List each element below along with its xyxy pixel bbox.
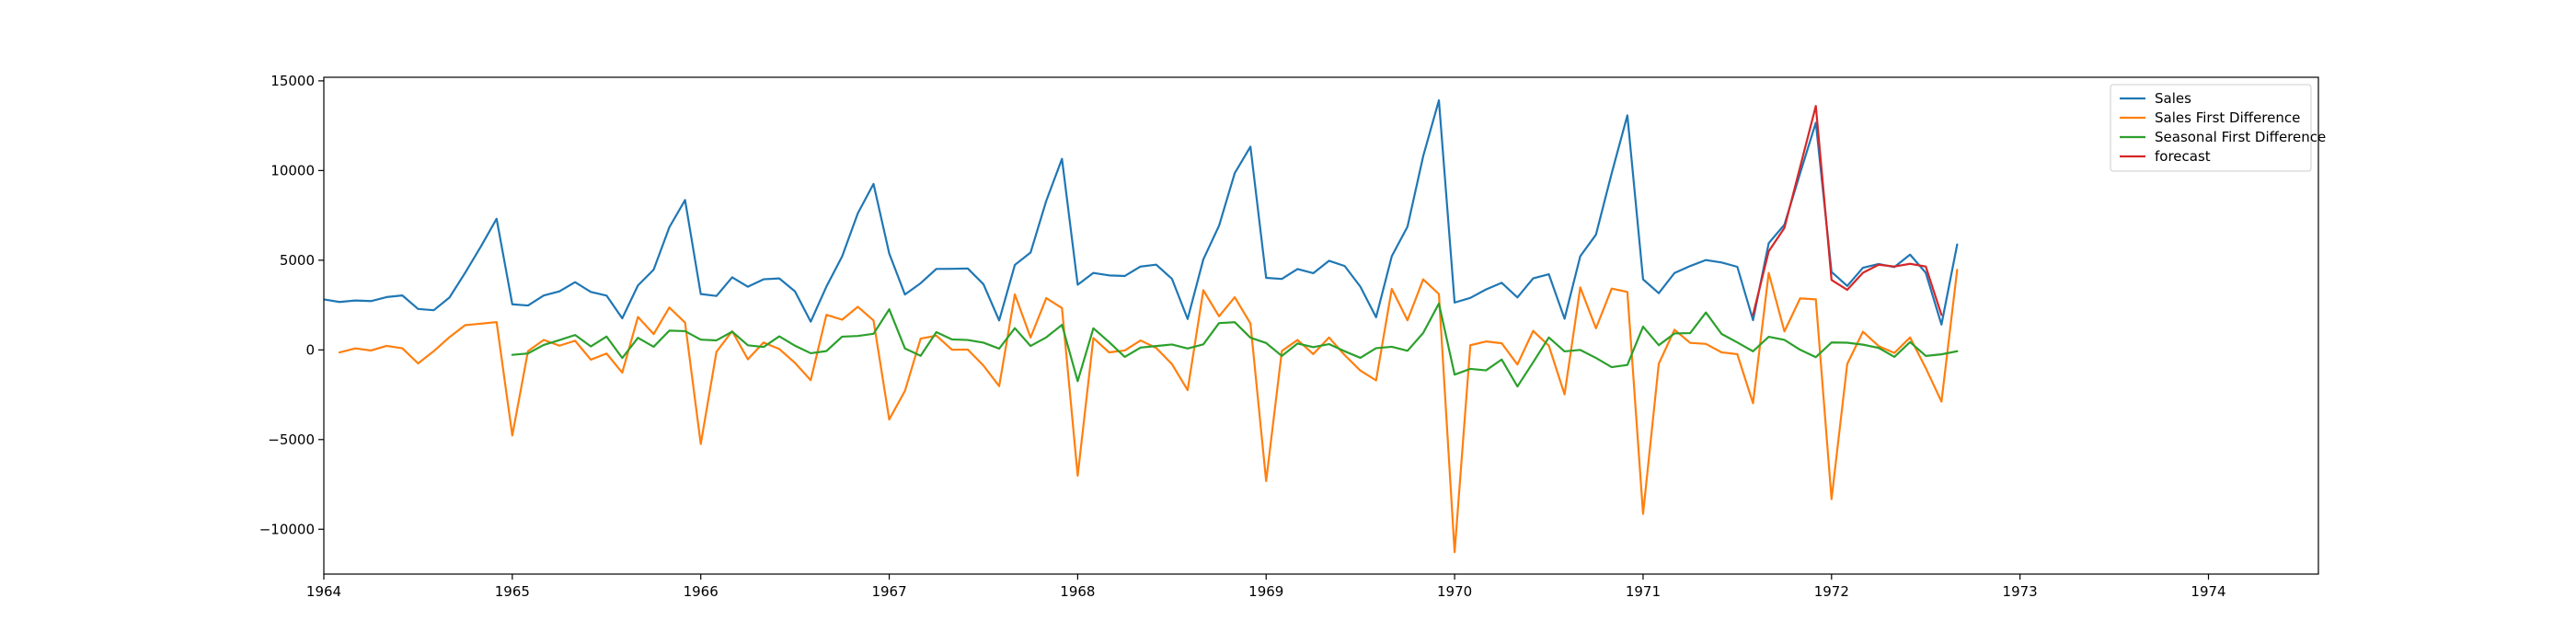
series-line-sales-first-difference [338,269,1959,554]
x-tick-label: 1969 [1248,583,1283,600]
y-tick-label: 15000 [270,73,315,89]
legend-label: Sales [2155,90,2191,107]
series-line-seasonal-first-difference [511,302,1959,388]
legend-label: Seasonal First Difference [2155,129,2326,145]
legend: Sales Sales First Difference Seasonal Firs… [2110,84,2326,172]
series-line-sales [324,98,1959,326]
legend-label: Sales First Difference [2155,109,2300,126]
x-tick-label: 1972 [1814,583,1849,600]
y-axis: −10000 −5000 0 5000 10000 15000 [259,73,324,537]
legend-label: forecast [2155,148,2211,165]
series-line-forecast [1752,105,1943,316]
x-tick-label: 1964 [306,583,341,600]
x-tick-label: 1973 [2003,583,2038,600]
y-tick-label: −10000 [259,521,315,537]
legend-box [2110,84,2312,172]
axes-frame [323,76,2319,575]
x-tick-label: 1968 [1060,583,1095,600]
x-tick-label: 1970 [1437,583,1472,600]
x-tick-label: 1974 [2191,583,2225,600]
x-axis: 1964 1965 1966 1967 1968 1969 1970 1971 1972 1973… [306,574,2226,600]
x-tick-label: 1966 [684,583,719,600]
y-tick-label: 5000 [280,252,315,269]
x-tick-label: 1965 [495,583,530,600]
y-tick-label: 10000 [270,162,315,178]
series-layer [324,98,1959,554]
y-tick-label: −5000 [268,431,315,448]
y-tick-label: 0 [305,341,315,358]
x-tick-label: 1967 [871,583,906,600]
x-tick-label: 1971 [1626,583,1661,600]
